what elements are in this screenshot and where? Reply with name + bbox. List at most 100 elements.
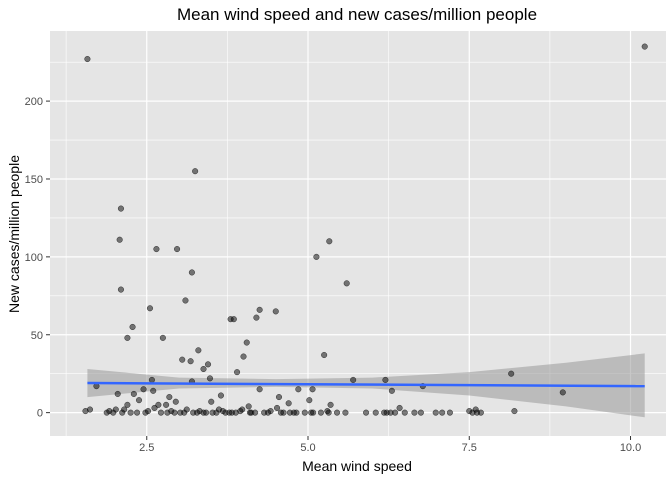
data-point [333,409,341,416]
y-axis-title: New cases/million people [6,155,22,313]
x-tick-label: 5.0 [300,442,315,454]
data-point [264,409,272,416]
data-point [227,316,234,323]
data-point [179,356,186,363]
data-point [208,398,215,405]
data-point [240,353,247,360]
data-point [217,392,224,399]
data-point [508,370,515,377]
data-point [114,390,121,397]
data-point [200,365,207,373]
data-point [321,351,328,359]
y-tick-label: 0 [37,408,43,420]
data-point [285,400,292,407]
data-point [343,280,350,287]
data-point [477,409,484,416]
data-point [117,205,125,212]
axes: 2.5 5.0 7.5 10.0 0 50 100 150 200 [25,96,642,454]
data-point [206,375,214,382]
data-point [256,386,263,393]
data-point [84,55,91,63]
data-point [155,401,162,408]
data-point [243,339,250,346]
data-point [641,43,648,50]
data-point [309,386,316,393]
data-point [382,376,389,383]
data-point [127,409,134,416]
data-point [295,386,302,393]
data-point [317,409,324,416]
data-point [195,347,202,354]
data-point [417,409,424,416]
data-point [439,409,446,416]
data-point [432,409,439,416]
data-point [144,408,152,415]
data-point [559,389,566,396]
data-point [163,401,170,408]
data-point [187,358,194,365]
data-point [204,361,212,368]
data-point [446,409,453,416]
data-point [372,409,379,416]
data-point [466,408,473,415]
data-point [327,401,334,408]
data-point [248,409,255,416]
x-axis-title: Mean wind speed [302,458,412,474]
data-point [306,397,313,404]
data-point [313,253,320,260]
data-point [130,390,137,397]
data-point [103,409,110,416]
data-point [245,403,252,410]
data-point [363,409,370,416]
data-point [219,408,226,415]
data-point [135,397,143,404]
data-point [256,306,263,313]
data-point [396,404,403,412]
data-point [188,269,195,276]
data-point [277,409,284,416]
data-point [121,406,128,413]
data-point [157,409,164,416]
data-point [129,323,136,331]
data-point [411,409,418,416]
data-point [213,409,220,416]
data-point [166,394,173,401]
data-point [150,387,157,394]
x-tick-label: 2.5 [139,442,154,454]
data-point [310,409,317,416]
data-point [153,246,160,253]
y-tick-label: 100 [25,252,43,264]
data-point [117,286,125,293]
data-point [140,386,147,393]
x-tick-label: 10.0 [620,442,641,454]
y-tick-label: 50 [31,330,43,342]
data-point [388,387,395,394]
data-point [511,408,518,415]
data-point [116,236,123,243]
y-tick-label: 150 [25,174,43,186]
data-point [182,297,189,304]
data-point [124,334,131,341]
data-point [234,369,241,376]
data-point [164,409,171,416]
data-point [253,314,260,321]
fit-line [87,381,645,388]
data-point [232,409,239,416]
data-point [325,409,332,416]
data-point [326,238,333,245]
y-tick-label: 200 [25,96,43,108]
data-point [148,376,155,383]
data-point [171,409,178,416]
data-point [350,376,357,383]
data-point [194,409,201,416]
data-point [275,394,283,401]
data-point [401,409,408,416]
data-point [293,409,300,416]
data-point [172,398,179,405]
data-point [110,409,117,416]
grid-lines [50,31,666,436]
data-point [286,409,293,416]
data-point [146,305,154,312]
data-point [272,308,279,315]
